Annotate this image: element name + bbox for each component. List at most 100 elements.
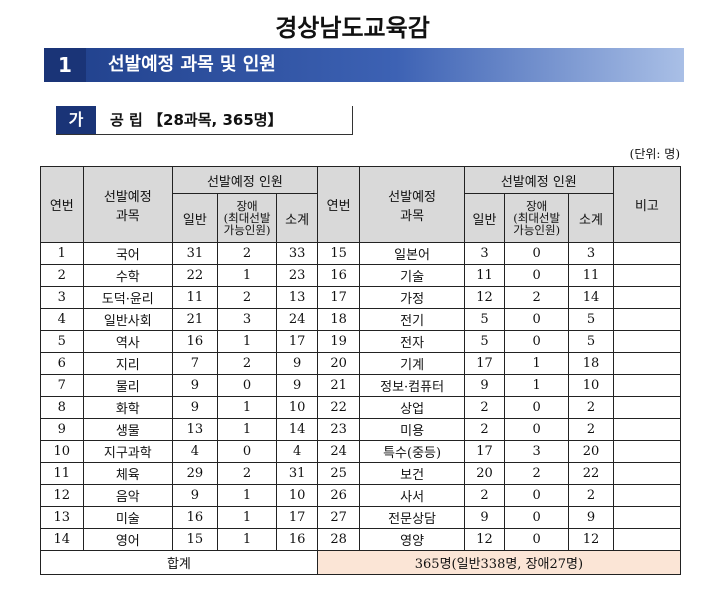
cell-disabled: 2 <box>216 286 278 309</box>
table-row: 14 영어 15 1 16 28 영양 12 0 12 <box>40 528 682 551</box>
cell-subject: 보건 <box>359 462 465 485</box>
table-row: 1 국어 31 2 33 15 일본어 3 0 3 <box>40 242 682 265</box>
header-quota: 선발예정 인원 <box>172 166 318 194</box>
cell-general: 2 <box>463 418 506 441</box>
cell-no: 1 <box>40 242 84 265</box>
cell-subject: 영어 <box>82 528 174 551</box>
cell-subject: 물리 <box>82 374 174 397</box>
table-row: 3 도덕·윤리 11 2 13 17 가정 12 2 14 <box>40 286 682 309</box>
cell-general: 11 <box>172 286 218 309</box>
cell-subject: 지리 <box>82 352 174 375</box>
cell-no: 18 <box>316 308 361 331</box>
cell-subtotal: 22 <box>568 462 614 485</box>
header-subtotal: 소계 <box>276 193 318 243</box>
cell-no: 26 <box>316 484 361 507</box>
cell-subtotal: 17 <box>276 330 318 353</box>
cell-remark <box>612 374 682 397</box>
cell-disabled: 0 <box>216 374 278 397</box>
cell-disabled: 2 <box>216 462 278 485</box>
cell-disabled: 1 <box>216 418 278 441</box>
cell-no: 25 <box>316 462 361 485</box>
cell-disabled: 1 <box>216 264 278 287</box>
header-subject: 선발예정 과목 <box>359 166 465 243</box>
cell-disabled: 0 <box>504 484 570 507</box>
table-row: 9 생물 13 1 14 23 미용 2 0 2 <box>40 418 682 441</box>
total-label: 합계 <box>40 550 318 575</box>
cell-subject: 음악 <box>82 484 174 507</box>
table-row: 6 지리 7 2 9 20 기계 17 1 18 <box>40 352 682 375</box>
cell-subject: 전자 <box>359 330 465 353</box>
cell-no: 4 <box>40 308 84 331</box>
table-row: 4 일반사회 21 3 24 18 전기 5 0 5 <box>40 308 682 331</box>
cell-subject: 화학 <box>82 396 174 419</box>
cell-subject: 상업 <box>359 396 465 419</box>
total-value: 365명(일반338명, 장애27명) <box>316 550 682 575</box>
cell-remark <box>612 396 682 419</box>
cell-subtotal: 23 <box>276 264 318 287</box>
cell-subject: 전기 <box>359 308 465 331</box>
page-title: 경상남도교육감 <box>275 14 430 42</box>
cell-subject: 일반사회 <box>82 308 174 331</box>
cell-subtotal: 10 <box>276 484 318 507</box>
cell-disabled: 2 <box>504 462 570 485</box>
cell-disabled: 2 <box>216 242 278 265</box>
cell-subject: 체육 <box>82 462 174 485</box>
cell-subject: 일본어 <box>359 242 465 265</box>
cell-no: 19 <box>316 330 361 353</box>
cell-general: 5 <box>463 330 506 353</box>
cell-general: 9 <box>172 374 218 397</box>
header-disabled: 장애 (최대선발 가능인원) <box>216 193 278 243</box>
cell-general: 2 <box>463 396 506 419</box>
cell-disabled: 0 <box>504 418 570 441</box>
cell-subject: 미술 <box>82 506 174 529</box>
cell-subject: 지구과학 <box>82 440 174 463</box>
cell-remark <box>612 484 682 507</box>
cell-general: 31 <box>172 242 218 265</box>
cell-subject: 미용 <box>359 418 465 441</box>
cell-subject: 정보·컴퓨터 <box>359 374 465 397</box>
header-disabled: 장애 (최대선발 가능인원) <box>504 193 570 243</box>
section-number: 1 <box>44 48 86 82</box>
cell-disabled: 2 <box>504 286 570 309</box>
cell-no: 6 <box>40 352 84 375</box>
subsection-box <box>56 106 353 135</box>
cell-disabled: 1 <box>216 396 278 419</box>
cell-general: 12 <box>463 528 506 551</box>
cell-subtotal: 24 <box>276 308 318 331</box>
cell-disabled: 0 <box>504 308 570 331</box>
cell-general: 9 <box>172 484 218 507</box>
cell-remark <box>612 352 682 375</box>
cell-remark <box>612 330 682 353</box>
cell-general: 4 <box>172 440 218 463</box>
cell-disabled: 0 <box>216 440 278 463</box>
cell-subtotal: 20 <box>568 440 614 463</box>
cell-disabled: 3 <box>216 308 278 331</box>
header-quota: 선발예정 인원 <box>463 166 614 194</box>
cell-no: 22 <box>316 396 361 419</box>
cell-subject: 전문상담 <box>359 506 465 529</box>
cell-remark <box>612 418 682 441</box>
cell-no: 8 <box>40 396 84 419</box>
cell-subject: 도덕·윤리 <box>82 286 174 309</box>
cell-disabled: 0 <box>504 242 570 265</box>
cell-no: 15 <box>316 242 361 265</box>
table-row: 2 수학 22 1 23 16 기술 11 0 11 <box>40 264 682 287</box>
unit-note: (단위: 명) <box>629 147 680 161</box>
table-body: 1 국어 31 2 33 15 일본어 3 0 3 2 수학 22 1 23 16 기술 11 0 11 3 도덕·윤리 1… <box>40 242 682 551</box>
cell-remark <box>612 440 682 463</box>
cell-disabled: 1 <box>216 528 278 551</box>
cell-general: 2 <box>463 484 506 507</box>
cell-disabled: 1 <box>216 330 278 353</box>
cell-subtotal: 3 <box>568 242 614 265</box>
cell-general: 16 <box>172 506 218 529</box>
cell-subtotal: 10 <box>568 374 614 397</box>
cell-disabled: 0 <box>504 330 570 353</box>
cell-subject: 기계 <box>359 352 465 375</box>
cell-subtotal: 16 <box>276 528 318 551</box>
header-no: 연번 <box>40 166 84 243</box>
cell-remark <box>612 462 682 485</box>
cell-general: 7 <box>172 352 218 375</box>
cell-no: 2 <box>40 264 84 287</box>
cell-subtotal: 17 <box>276 506 318 529</box>
cell-no: 11 <box>40 462 84 485</box>
